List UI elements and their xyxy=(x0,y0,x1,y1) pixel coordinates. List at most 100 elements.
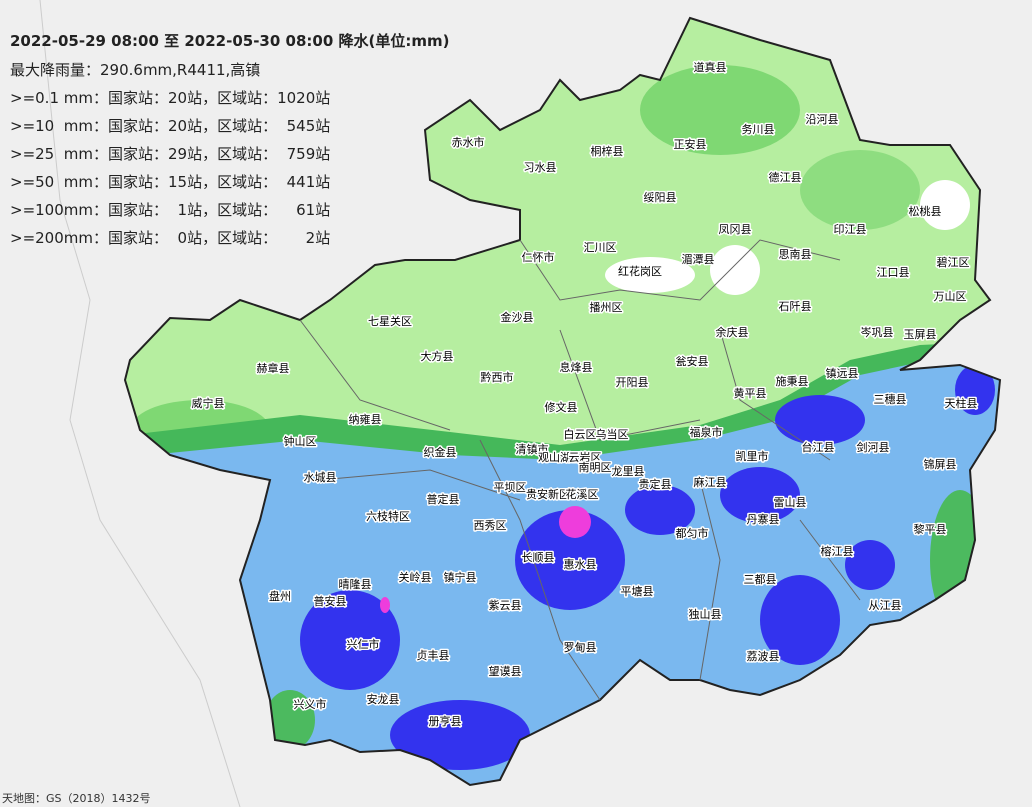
rain-none xyxy=(920,180,970,230)
county-label: 六枝特区 xyxy=(366,509,410,523)
county-label: 花溪区 xyxy=(566,488,599,501)
county-label: 金沙县 xyxy=(501,310,534,324)
county-label: 修文县 xyxy=(545,400,578,414)
county-label: 锦屏县 xyxy=(924,457,957,471)
county-label: 瓮安县 xyxy=(676,354,709,368)
county-label: 荔波县 xyxy=(747,650,780,663)
county-label: 松桃县 xyxy=(909,204,942,218)
county-label: 白云区 xyxy=(564,427,597,441)
rain-100-250 xyxy=(300,590,400,690)
county-label: 纳雍县 xyxy=(349,412,382,426)
county-label: 仁怀市 xyxy=(522,250,555,264)
county-label: 贞丰县 xyxy=(417,648,450,662)
rain-10-25 xyxy=(800,150,920,230)
stat-line: >=100mm：国家站： 1站，区域站： 61站 xyxy=(10,201,330,219)
county-label: 江口县 xyxy=(877,266,910,279)
county-label: 普安县 xyxy=(314,594,347,608)
county-label: 岑巩县 xyxy=(861,326,894,339)
county-label: 罗甸县 xyxy=(564,641,597,654)
county-label: 凯里市 xyxy=(736,449,769,463)
county-label: 台江县 xyxy=(802,440,835,454)
county-label: 务川县 xyxy=(742,123,775,136)
county-label: 钟山区 xyxy=(284,434,317,448)
county-label: 黎平县 xyxy=(914,522,947,536)
county-label: 大方县 xyxy=(421,349,454,363)
county-label: 都匀市 xyxy=(676,526,709,540)
county-label: 黄平县 xyxy=(734,386,767,400)
stat-line: >=10 mm：国家站：20站，区域站： 545站 xyxy=(10,117,330,135)
rain-100-250 xyxy=(760,575,840,665)
rain-100-250 xyxy=(625,485,695,535)
county-label: 兴义市 xyxy=(294,697,327,711)
stat-line: >=200mm：国家站： 0站，区域站： 2站 xyxy=(10,229,330,247)
county-label: 西秀区 xyxy=(474,519,507,532)
county-label: 三穗县 xyxy=(874,393,907,406)
county-label: 福泉市 xyxy=(690,425,723,439)
county-label: 剑河县 xyxy=(857,440,890,454)
county-label: 石阡县 xyxy=(779,300,812,313)
county-label: 施秉县 xyxy=(776,374,809,388)
county-label: 晴隆县 xyxy=(339,577,372,591)
county-label: 凤冈县 xyxy=(719,223,752,236)
county-label: 从江县 xyxy=(869,599,902,612)
county-label: 桐梓县 xyxy=(591,144,624,158)
outer-border xyxy=(39,0,241,807)
county-label: 贵安新区 xyxy=(526,487,570,501)
max-rain: 最大降雨量：290.6mm,R4411,高镇 xyxy=(10,61,260,79)
county-label: 乌当区 xyxy=(596,427,629,441)
county-label: 息烽县 xyxy=(560,360,593,374)
county-label: 关岭县 xyxy=(399,570,432,584)
county-label: 镇远县 xyxy=(826,366,859,380)
rain-100-250 xyxy=(720,467,800,523)
county-label: 紫云县 xyxy=(489,599,522,612)
county-label: 碧江区 xyxy=(937,256,970,269)
county-label: 安龙县 xyxy=(367,692,400,706)
county-label: 平塘县 xyxy=(621,584,654,598)
county-label: 湄潭县 xyxy=(682,253,715,266)
rain-100-250 xyxy=(845,540,895,590)
county-label: 道真县 xyxy=(694,60,727,74)
county-label: 兴仁市 xyxy=(347,637,380,651)
county-label: 水城县 xyxy=(304,471,337,484)
stat-line: >=50 mm：国家站：15站，区域站： 441站 xyxy=(10,173,330,191)
county-label: 望谟县 xyxy=(489,665,522,678)
county-label: 习水县 xyxy=(524,161,557,174)
county-label: 册亨县 xyxy=(429,714,462,728)
county-label: 播州区 xyxy=(590,300,623,314)
county-label: 南明区 xyxy=(579,461,612,474)
rain-100-250 xyxy=(515,510,625,610)
county-label: 龙里县 xyxy=(612,465,645,478)
rain-none xyxy=(710,245,760,295)
county-label: 印江县 xyxy=(834,223,867,236)
county-label: 云岩区 xyxy=(569,450,602,464)
county-label: 七星关区 xyxy=(368,314,412,328)
rain-none xyxy=(605,257,695,293)
county-label: 织金县 xyxy=(424,445,457,459)
county-label: 正安县 xyxy=(674,137,707,151)
rain-10-25 xyxy=(640,65,800,155)
county-label: 独山县 xyxy=(689,608,722,621)
county-label: 清镇市 xyxy=(516,442,549,456)
map-credit: 天地图：GS（2018）1432号 xyxy=(2,792,151,805)
county-label: 玉屏县 xyxy=(904,328,937,341)
county-label: 红花岗区 xyxy=(618,265,662,278)
county-label: 长顺县 xyxy=(522,551,555,564)
map-title: 2022-05-29 08:00 至 2022-05-30 08:00 降水(单… xyxy=(10,32,449,50)
county-label: 镇宁县 xyxy=(444,570,477,584)
county-label: 赤水市 xyxy=(452,135,485,149)
county-label: 开阳县 xyxy=(616,376,649,389)
county-label: 观山湖区 xyxy=(538,451,582,464)
county-label: 天柱县 xyxy=(945,396,978,410)
county-label: 普定县 xyxy=(427,492,460,506)
county-label: 威宁县 xyxy=(192,396,225,410)
stat-line: >=25 mm：国家站：29站，区域站： 759站 xyxy=(10,145,330,163)
county-label: 黔西市 xyxy=(481,370,514,384)
county-label: 贵定县 xyxy=(639,477,672,491)
county-label: 榕江县 xyxy=(821,544,854,558)
county-label: 三都县 xyxy=(744,573,777,586)
rain-250 xyxy=(559,506,591,538)
rain-250 xyxy=(380,597,390,613)
county-label: 德江县 xyxy=(769,170,802,184)
county-label: 余庆县 xyxy=(716,325,749,339)
